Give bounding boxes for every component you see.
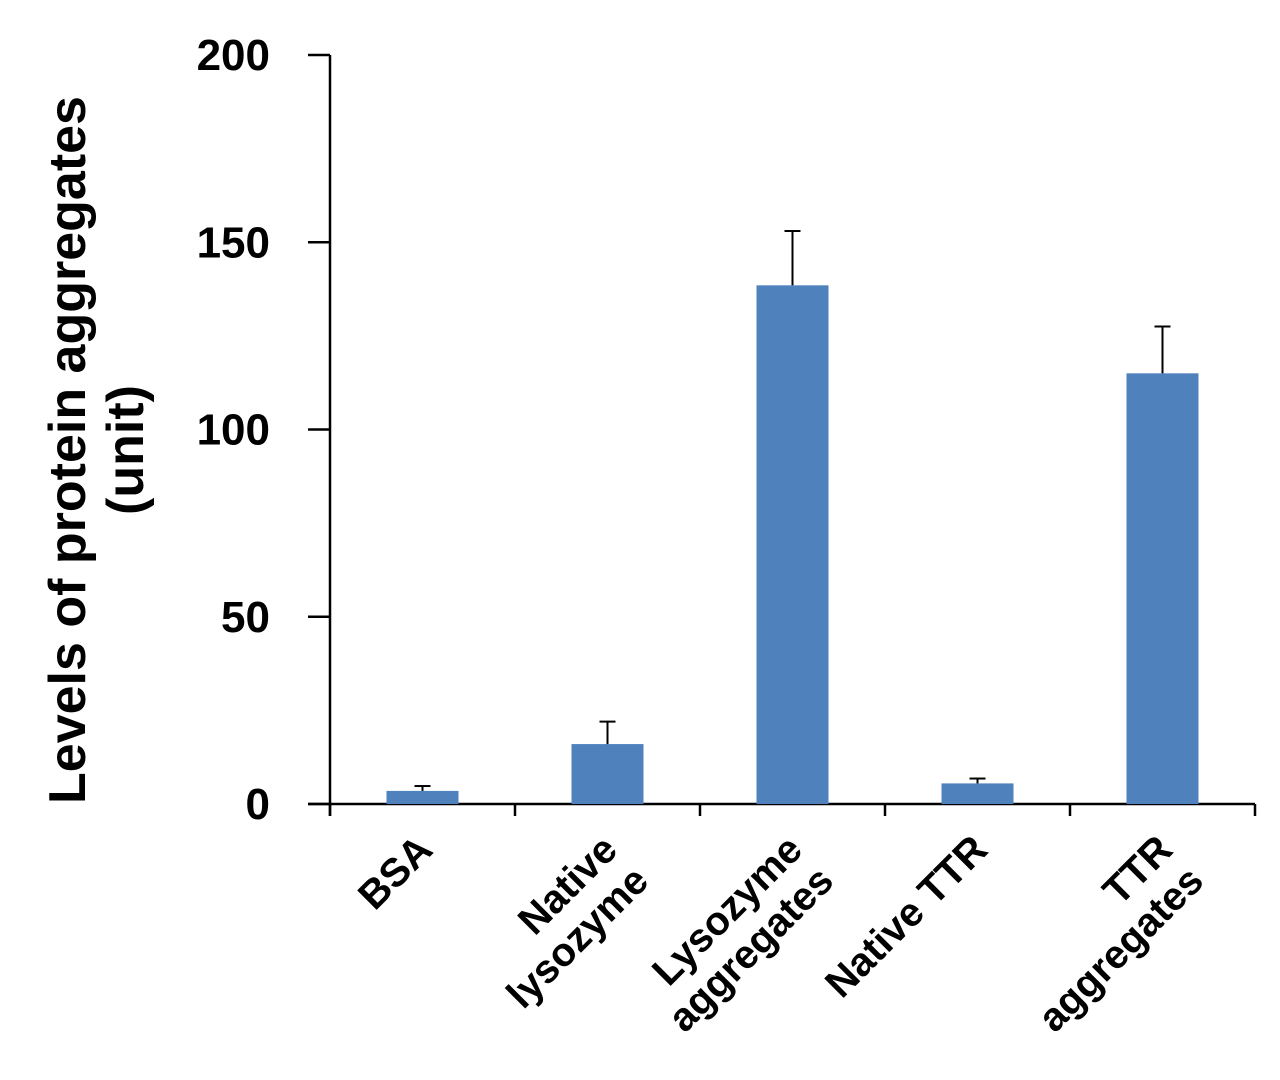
x-tick-label: BSA [350, 827, 441, 918]
x-tick-label: TTRaggregates [999, 827, 1212, 1040]
y-axis-title-line-1: Levels of protein aggregates [39, 96, 97, 804]
y-tick-label: 50 [221, 593, 270, 642]
plot-area: 0 50 100 150 200 BSA NativelysozymeLysozymeagg… [197, 31, 1257, 1040]
bar [756, 285, 829, 804]
y-tick-label: 150 [197, 218, 270, 267]
x-tick-label: Native TTR [817, 827, 996, 1006]
bar [571, 744, 644, 804]
y-axis-title-line-2: (unit) [97, 385, 155, 515]
bar [941, 783, 1014, 804]
x-tick-label: Lysozymeaggregates [629, 827, 842, 1040]
y-tick-label: 100 [197, 406, 270, 455]
y-tick-label: 200 [197, 31, 270, 80]
y-axis-title: Levels of protein aggregates (unit) [39, 96, 155, 804]
bar [1126, 373, 1199, 804]
bar [386, 790, 459, 804]
x-tick-label: Nativelysozyme [467, 827, 657, 1017]
y-tick-label: 0 [246, 780, 270, 829]
